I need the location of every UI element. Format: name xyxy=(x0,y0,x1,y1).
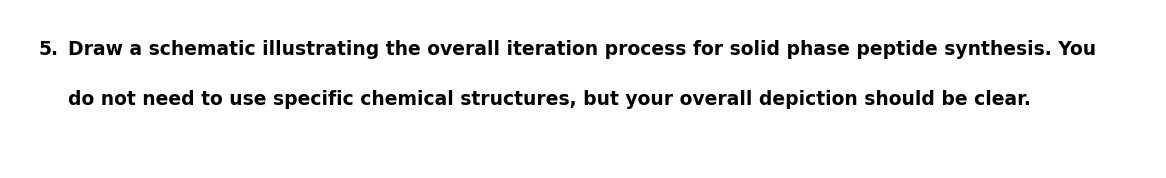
Text: Draw a schematic illustrating the overall iteration process for solid phase pept: Draw a schematic illustrating the overal… xyxy=(68,40,1096,59)
Text: 5.: 5. xyxy=(38,40,58,59)
Text: do not need to use specific chemical structures, but your overall depiction shou: do not need to use specific chemical str… xyxy=(68,90,1031,109)
